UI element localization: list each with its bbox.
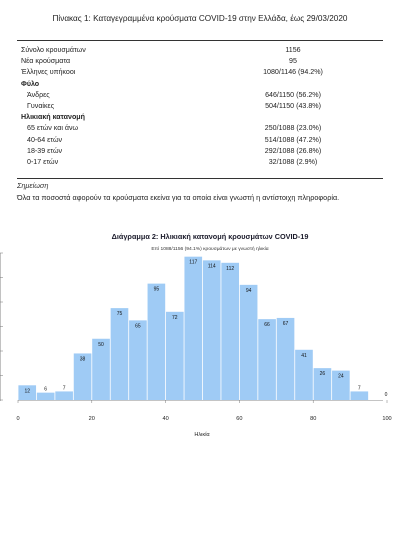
histogram-bar <box>295 349 313 400</box>
row-label: 18-39 ετών <box>27 146 63 155</box>
bar-value-label: 7 <box>63 385 66 391</box>
table-title: Πίνακας 1: Καταγεγραμμένα κρούσματα COVI… <box>52 14 348 23</box>
table-section-row: Ηλικιακή κατανομή <box>17 112 383 123</box>
x-ticks-group: 0 20 40 60 80 100 <box>16 400 392 422</box>
bar-value-label: 50 <box>98 342 104 348</box>
histogram-bar <box>184 256 203 400</box>
table-row: Σύνολο κρουσμάτων 1156 <box>17 45 383 56</box>
row-value <box>203 79 383 90</box>
row-label: 65 ετών και άνω <box>27 124 79 133</box>
table-row: Άνδρες 646/1150 (56.2%) <box>17 90 383 101</box>
table-row: 18-39 ετών 292/1088 (26.8%) <box>17 146 383 157</box>
row-label: Έλληνες υπήκοοι <box>21 68 76 77</box>
row-label: Νέα κρούσματα <box>21 57 71 66</box>
bar-value-label: 38 <box>80 356 86 362</box>
bar-value-label: 72 <box>172 315 178 321</box>
row-value: 646/1150 (56.2%) <box>265 90 321 99</box>
table-row: 65 ετών και άνω 250/1088 (23.0%) <box>17 123 383 134</box>
row-value: 1080/1146 (94.2%) <box>263 68 323 77</box>
row-label: Γυναίκες <box>27 102 55 111</box>
histogram-bar <box>55 391 73 400</box>
row-value: 32/1088 (2.9%) <box>268 158 318 167</box>
bar-value-label: 24 <box>338 374 344 380</box>
x-tick-label: 80 <box>310 416 316 422</box>
row-value: 514/1088 (47.2%) <box>264 135 322 144</box>
row-label: Ηλικιακή κατανομή <box>21 113 85 122</box>
row-value: 504/1150 (43.8%) <box>265 102 321 111</box>
bar-value-label: 65 <box>135 323 141 329</box>
histogram-bar <box>18 385 37 400</box>
note-text: Όλα τα ποσοστά αφορούν τα κρούσματα εκεί… <box>17 193 340 202</box>
bar-value-label: 12 <box>24 388 30 394</box>
bar-value-label: 67 <box>283 321 289 327</box>
bar-value-label: 117 <box>189 260 197 266</box>
bar-value-label: 114 <box>208 263 216 269</box>
histogram-bar <box>92 338 110 400</box>
bar-value-label: 26 <box>320 371 326 377</box>
bar-value-label: 95 <box>154 287 160 293</box>
bar-value-label: 94 <box>246 288 252 294</box>
x-tick-label: 40 <box>162 416 168 422</box>
histogram-bar <box>36 392 55 400</box>
histogram-bar <box>332 370 350 400</box>
row-value <box>203 112 383 123</box>
table-section-row: Φύλο <box>17 79 383 90</box>
table-top-rule <box>17 40 383 41</box>
row-label: Φύλο <box>21 79 40 88</box>
histogram-bar <box>166 311 184 400</box>
histogram-bar <box>239 284 258 400</box>
bar-value-label: 66 <box>264 322 270 328</box>
histogram-bar <box>350 391 369 400</box>
x-tick-label: 0 <box>16 416 19 422</box>
table-row: Έλληνες υπήκοοι 1080/1146 (94.2%) <box>17 67 383 78</box>
table-row: Νέα κρούσματα 95 <box>17 56 383 67</box>
row-label: 40-64 ετών <box>27 135 63 144</box>
table-row: Γυναίκες 504/1150 (43.8%) <box>17 101 383 112</box>
age-histogram-chart: Διάγραμμα 2: Ηλικιακή κατανομή κρουσμάτω… <box>0 232 392 438</box>
bar-value-label: 6 <box>44 387 47 393</box>
x-tick-label: 20 <box>89 416 95 422</box>
table-bottom-rule <box>17 178 383 179</box>
table-row: 0-17 ετών 32/1088 (2.9%) <box>17 157 383 168</box>
histogram-bar <box>129 320 147 400</box>
histogram-bar <box>202 260 221 400</box>
row-value: 95 <box>289 57 297 66</box>
bar-value-label: 0 <box>385 392 388 398</box>
histogram-bar <box>313 368 332 400</box>
chart-title: Διάγραμμα 2: Ηλικιακή κατανομή κρουσμάτω… <box>112 232 309 241</box>
histogram-bar <box>276 317 295 400</box>
row-label: 0-17 ετών <box>27 158 59 167</box>
histogram-bar <box>147 283 166 400</box>
bar-value-label: 75 <box>117 311 123 317</box>
row-label: Άνδρες <box>27 90 50 99</box>
bar-value-label: 41 <box>301 353 307 359</box>
row-value: 292/1088 (26.8%) <box>264 146 322 155</box>
bar-value-label: 112 <box>226 266 234 272</box>
row-value: 250/1088 (23.0%) <box>264 124 322 133</box>
row-value: 1156 <box>285 46 301 54</box>
x-tick-label: 100 <box>382 416 391 422</box>
y-ticks-group <box>0 252 3 401</box>
histogram-bar <box>221 262 239 400</box>
x-axis-label: Ηλικία <box>194 432 210 438</box>
histogram-bar <box>110 308 129 400</box>
histogram-bar <box>258 319 276 400</box>
chart-subtitle: Επί 1088/1156 (94.1%) κρουσμάτων με γνωσ… <box>151 245 268 252</box>
x-tick-label: 60 <box>236 416 242 422</box>
note-title: Σημείωση <box>17 181 49 190</box>
stats-table: Σύνολο κρουσμάτων 1156 Νέα κρούσματα 95 Έλλη… <box>17 45 383 168</box>
table-row: 40-64 ετών 514/1088 (47.2%) <box>17 135 383 146</box>
bar-value-label: 7 <box>358 385 361 391</box>
row-label: Σύνολο κρουσμάτων <box>21 46 86 54</box>
histogram-bar <box>73 353 92 400</box>
